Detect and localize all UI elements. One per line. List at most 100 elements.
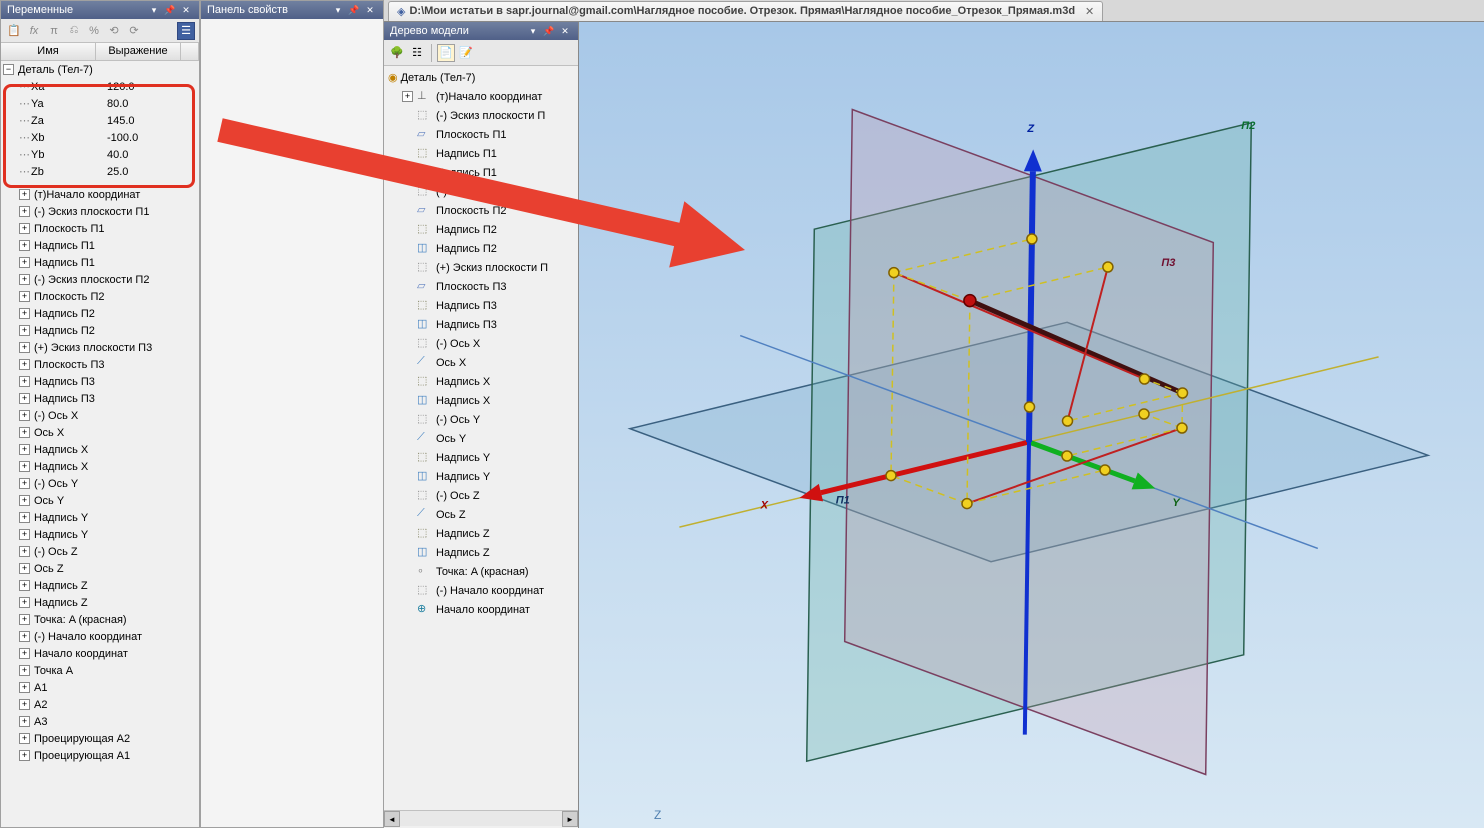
expand-icon[interactable]: + — [19, 546, 30, 557]
pin-icon[interactable]: 📌 — [347, 3, 361, 17]
var-item-row[interactable]: + Проецирующая A2 — [1, 730, 199, 747]
tree-item-row[interactable]: ⬚Надпись П2 — [384, 220, 578, 239]
var-item-row[interactable]: + Надпись П1 — [1, 254, 199, 271]
tree-item-row[interactable]: ⬚Надпись П3 — [384, 296, 578, 315]
var-item-row[interactable]: + (-) Ось Y — [1, 475, 199, 492]
var-item-row[interactable]: + (-) Ось X — [1, 407, 199, 424]
expand-icon[interactable]: + — [19, 444, 30, 455]
expand-icon[interactable]: + — [19, 563, 30, 574]
var-item-row[interactable]: + Проецирующая A1 — [1, 747, 199, 764]
tool-link-icon[interactable]: ⟲ — [105, 22, 123, 40]
col-expr-header[interactable]: Выражение — [96, 43, 181, 60]
expand-icon[interactable]: + — [19, 359, 30, 370]
var-item-row[interactable]: + (-) Эскиз плоскости П1 — [1, 203, 199, 220]
var-row[interactable]: ⋯ Yb 40.0 — [1, 146, 199, 163]
var-item-row[interactable]: + Надпись Y — [1, 509, 199, 526]
expand-icon[interactable]: + — [19, 750, 30, 761]
mt-tool-2[interactable]: ☷ — [408, 44, 426, 62]
tree-item-row[interactable]: ⬚(-) Эскиз плос — [384, 182, 578, 201]
collapse-icon[interactable]: − — [3, 64, 14, 75]
var-item-row[interactable]: + Надпись П3 — [1, 390, 199, 407]
detail-row[interactable]: − Деталь (Тел-7) — [1, 61, 199, 78]
var-row[interactable]: ⋯ Xa 120.0 — [1, 78, 199, 95]
expand-icon[interactable]: + — [19, 257, 30, 268]
var-item-row[interactable]: + Плоскость П3 — [1, 356, 199, 373]
expand-icon[interactable]: + — [19, 699, 30, 710]
expand-icon[interactable]: + — [19, 580, 30, 591]
tree-item-row[interactable]: ⟋Ось X — [384, 353, 578, 372]
tool-pi-icon[interactable]: π — [45, 22, 63, 40]
tree-item-row[interactable]: ◫Надпись П2 — [384, 239, 578, 258]
var-item-row[interactable]: + Плоскость П2 — [1, 288, 199, 305]
expand-icon[interactable]: + — [19, 665, 30, 676]
tree-item-row[interactable]: +⊥(т)Начало координат — [384, 87, 578, 106]
tree-item-row[interactable]: ⊕Начало координат — [384, 600, 578, 619]
expand-icon[interactable]: + — [19, 682, 30, 693]
var-item-row[interactable]: + (-) Ось Z — [1, 543, 199, 560]
var-item-row[interactable]: + Надпись П2 — [1, 305, 199, 322]
mt-tool-1[interactable]: 🌳 — [388, 44, 406, 62]
pin-icon[interactable]: 📌 — [542, 24, 556, 38]
var-item-row[interactable]: + Надпись П2 — [1, 322, 199, 339]
var-item-row[interactable]: + Надпись X — [1, 458, 199, 475]
expand-icon[interactable]: + — [19, 631, 30, 642]
expand-icon[interactable]: + — [19, 495, 30, 506]
tool-btn-4[interactable]: ⎌ — [65, 22, 83, 40]
tree-item-row[interactable]: ⬚(-) Эскиз плоскости П — [384, 106, 578, 125]
var-item-row[interactable]: + Начало координат — [1, 645, 199, 662]
expand-icon[interactable]: + — [19, 325, 30, 336]
expand-icon[interactable]: + — [19, 648, 30, 659]
tree-item-row[interactable]: ⬚(-) Ось Z — [384, 486, 578, 505]
var-row[interactable]: ⋯ Zb 25.0 — [1, 163, 199, 180]
var-item-row[interactable]: + Точка A — [1, 662, 199, 679]
var-item-row[interactable]: + Надпись X — [1, 441, 199, 458]
tree-item-row[interactable]: ⟋Ось Z — [384, 505, 578, 524]
expand-icon[interactable]: + — [19, 274, 30, 285]
tree-item-row[interactable]: ◫Надпись П3 — [384, 315, 578, 334]
model-tree-hscroll[interactable]: ◄ ► — [384, 810, 578, 826]
tree-item-row[interactable]: ⬚(-) Ось Y — [384, 410, 578, 429]
scroll-right-icon[interactable]: ► — [562, 811, 578, 827]
mt-tool-3[interactable]: 📄 — [437, 44, 455, 62]
var-item-row[interactable]: + A2 — [1, 696, 199, 713]
tree-root-row[interactable]: ◉ Деталь (Тел-7) — [384, 68, 578, 87]
tree-item-row[interactable]: ◫Надпись Y — [384, 467, 578, 486]
tree-item-row[interactable]: ⬚(-) Начало координат — [384, 581, 578, 600]
close-icon[interactable]: ✕ — [363, 3, 377, 17]
var-item-row[interactable]: + (т)Начало координат — [1, 186, 199, 203]
expand-icon[interactable]: + — [19, 614, 30, 625]
tree-item-row[interactable]: ⟋Ось Y — [384, 429, 578, 448]
var-row[interactable]: ⋯ Ya 80.0 — [1, 95, 199, 112]
var-item-row[interactable]: + (-) Начало координат — [1, 628, 199, 645]
tree-item-row[interactable]: ◫Надпись Z — [384, 543, 578, 562]
col-end-header[interactable] — [181, 43, 199, 60]
var-item-row[interactable]: + Ось Y — [1, 492, 199, 509]
expand-icon[interactable]: + — [19, 512, 30, 523]
col-name-header[interactable]: Имя — [1, 43, 96, 60]
expand-icon[interactable]: + — [19, 376, 30, 387]
tree-item-row[interactable]: ▱Плоскость П1 — [384, 125, 578, 144]
tool-fx-icon[interactable]: fx — [25, 22, 43, 40]
tree-item-row[interactable]: ▱Плоскость П3 — [384, 277, 578, 296]
tree-item-row[interactable]: ⬚Надпись П1 — [384, 144, 578, 163]
var-row[interactable]: ⋯ Za 145.0 — [1, 112, 199, 129]
expand-icon[interactable]: + — [19, 716, 30, 727]
expand-icon[interactable]: + — [402, 91, 413, 102]
pin-icon[interactable]: 📌 — [163, 3, 177, 17]
expand-icon[interactable]: + — [19, 461, 30, 472]
tree-item-row[interactable]: ∘Точка: A (красная) — [384, 562, 578, 581]
expand-icon[interactable]: + — [19, 342, 30, 353]
tool-btn-1[interactable]: 📋 — [5, 22, 23, 40]
tab-close-icon[interactable]: ✕ — [1085, 5, 1094, 18]
var-item-row[interactable]: + (-) Эскиз плоскости П2 — [1, 271, 199, 288]
mt-tool-4[interactable]: 📝 — [457, 44, 475, 62]
var-row[interactable]: ⋯ Xb -100.0 — [1, 129, 199, 146]
var-item-row[interactable]: + Надпись П3 — [1, 373, 199, 390]
expand-icon[interactable]: + — [19, 206, 30, 217]
dropdown-icon[interactable]: ▾ — [526, 24, 540, 38]
var-item-row[interactable]: + Ось Z — [1, 560, 199, 577]
var-item-row[interactable]: + (+) Эскиз плоскости П3 — [1, 339, 199, 356]
viewport-3d[interactable]: П2П1П3XYZ Z — [579, 22, 1484, 828]
tree-item-row[interactable]: ⬚(+) Эскиз плоскости П — [384, 258, 578, 277]
tool-btn-8[interactable]: ☰ — [177, 22, 195, 40]
